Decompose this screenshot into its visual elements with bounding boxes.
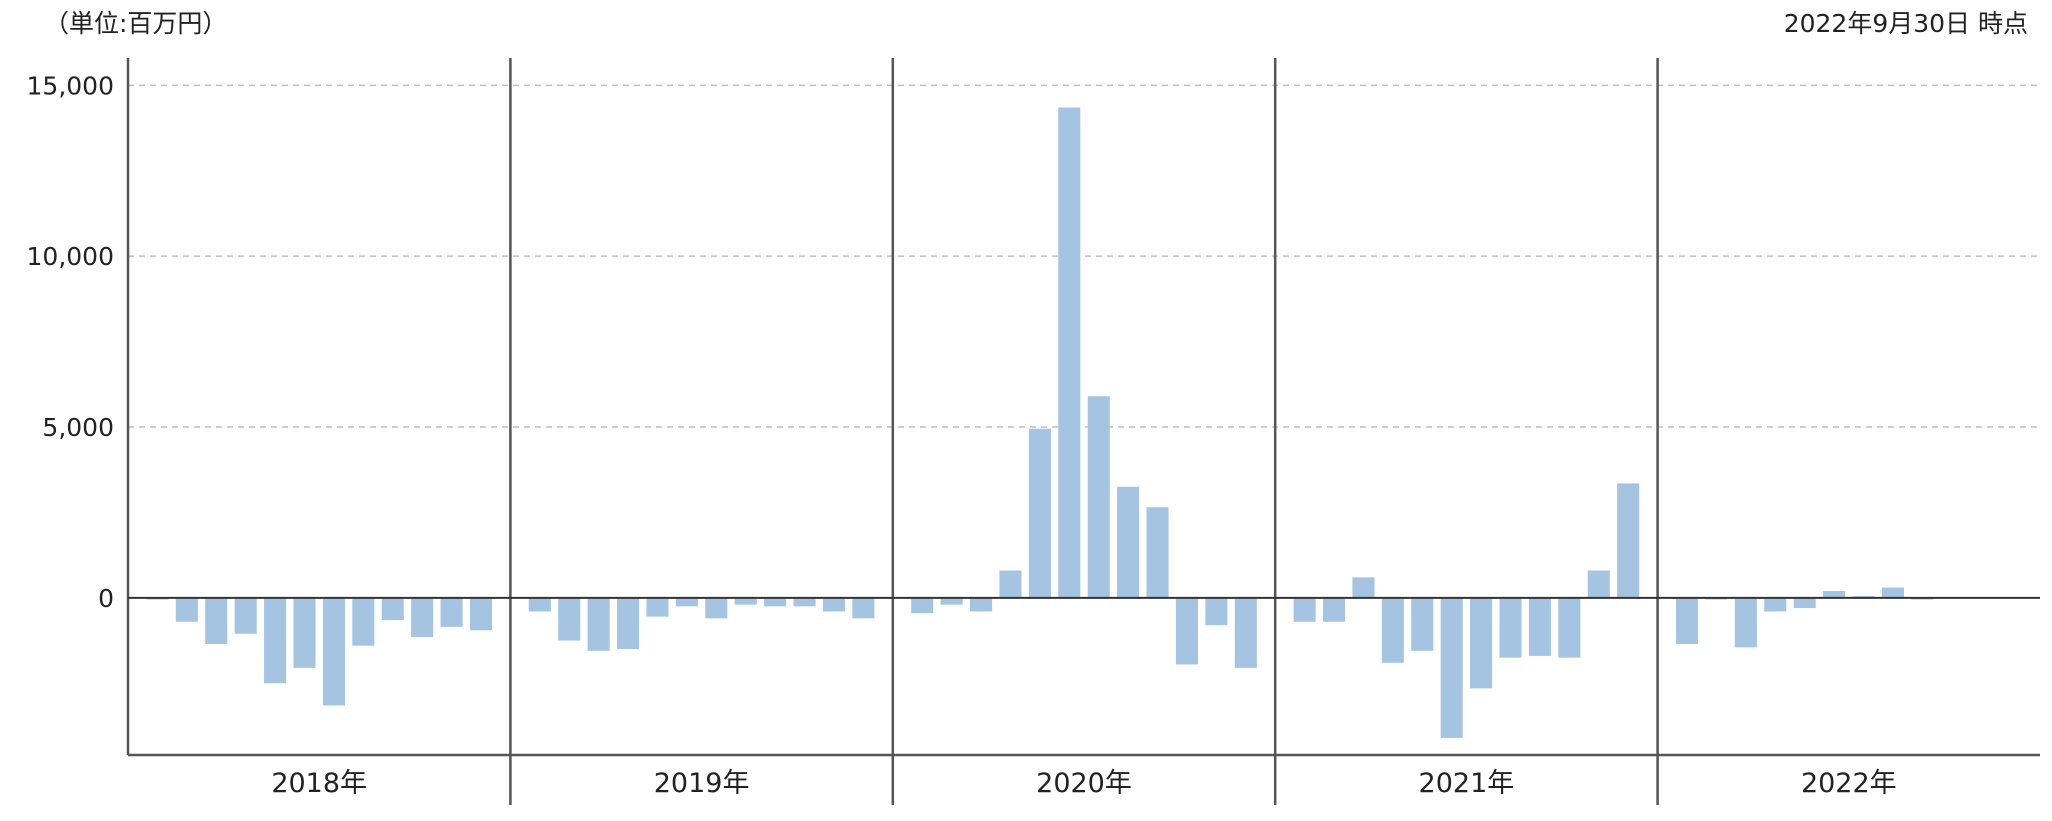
bar bbox=[705, 597, 728, 619]
bar bbox=[793, 597, 816, 607]
bar bbox=[528, 597, 551, 612]
bar bbox=[1234, 597, 1257, 668]
bar bbox=[1028, 428, 1051, 598]
bar bbox=[411, 597, 434, 638]
year-labels: 2018年 2019年 2020年 2021年 2022年 bbox=[271, 768, 1896, 799]
bar bbox=[822, 597, 845, 612]
bar bbox=[1470, 597, 1493, 689]
y-tick-label: 15,000 bbox=[27, 71, 114, 100]
bar bbox=[911, 597, 934, 614]
bar bbox=[617, 597, 640, 650]
bar bbox=[940, 597, 963, 605]
bar bbox=[205, 597, 228, 644]
bar bbox=[234, 597, 257, 634]
year-label: 2020年 bbox=[1036, 768, 1132, 799]
bar bbox=[1323, 597, 1346, 622]
bar bbox=[1675, 597, 1699, 644]
year-label: 2019年 bbox=[654, 768, 750, 799]
bar bbox=[646, 597, 669, 617]
bar bbox=[558, 597, 581, 641]
year-label: 2021年 bbox=[1419, 768, 1515, 799]
bar bbox=[1499, 597, 1522, 658]
bar bbox=[970, 597, 993, 612]
bar bbox=[764, 597, 787, 607]
bar bbox=[1793, 597, 1816, 609]
bar bbox=[1293, 597, 1316, 622]
y-tick-label: 10,000 bbox=[27, 242, 114, 271]
bar bbox=[1587, 570, 1610, 598]
bars bbox=[146, 107, 1934, 738]
bar bbox=[1440, 597, 1463, 738]
y-tick-label: 0 bbox=[98, 584, 114, 613]
bar bbox=[1352, 577, 1375, 598]
axes bbox=[126, 58, 2040, 805]
bar bbox=[352, 597, 375, 646]
bar bbox=[469, 597, 493, 631]
bar bbox=[1881, 587, 1904, 598]
y-tick-label: 5,000 bbox=[42, 413, 114, 442]
bar bbox=[1058, 107, 1081, 598]
as-of-date-label: 2022年9月30日 時点 bbox=[1783, 9, 2028, 38]
bar bbox=[1175, 597, 1198, 665]
bar bbox=[587, 597, 610, 651]
bar bbox=[381, 597, 404, 621]
y-axis-ticks: 0 5,000 10,000 15,000 bbox=[27, 71, 114, 613]
bar bbox=[1411, 597, 1434, 651]
bar bbox=[1381, 597, 1404, 663]
bar bbox=[1087, 396, 1110, 598]
year-label: 2022年 bbox=[1801, 768, 1897, 799]
bar bbox=[1558, 597, 1581, 658]
bar bbox=[1528, 597, 1551, 656]
grid-lines bbox=[128, 84, 2040, 428]
bar bbox=[175, 597, 198, 622]
bar bbox=[734, 597, 757, 605]
bar bbox=[1205, 597, 1228, 626]
bar bbox=[322, 597, 345, 706]
bar bbox=[852, 597, 875, 619]
bar bbox=[1823, 591, 1846, 598]
bar bbox=[264, 597, 287, 684]
bar bbox=[1117, 486, 1140, 598]
bar bbox=[1764, 597, 1787, 612]
bar bbox=[675, 597, 698, 607]
unit-label: （単位:百万円） bbox=[44, 9, 228, 38]
year-label: 2018年 bbox=[271, 768, 367, 799]
bar bbox=[293, 597, 316, 668]
bar bbox=[1734, 597, 1757, 648]
bar bbox=[440, 597, 463, 627]
bar bbox=[1146, 507, 1169, 598]
bar bbox=[1617, 483, 1640, 598]
bar bbox=[999, 570, 1022, 598]
